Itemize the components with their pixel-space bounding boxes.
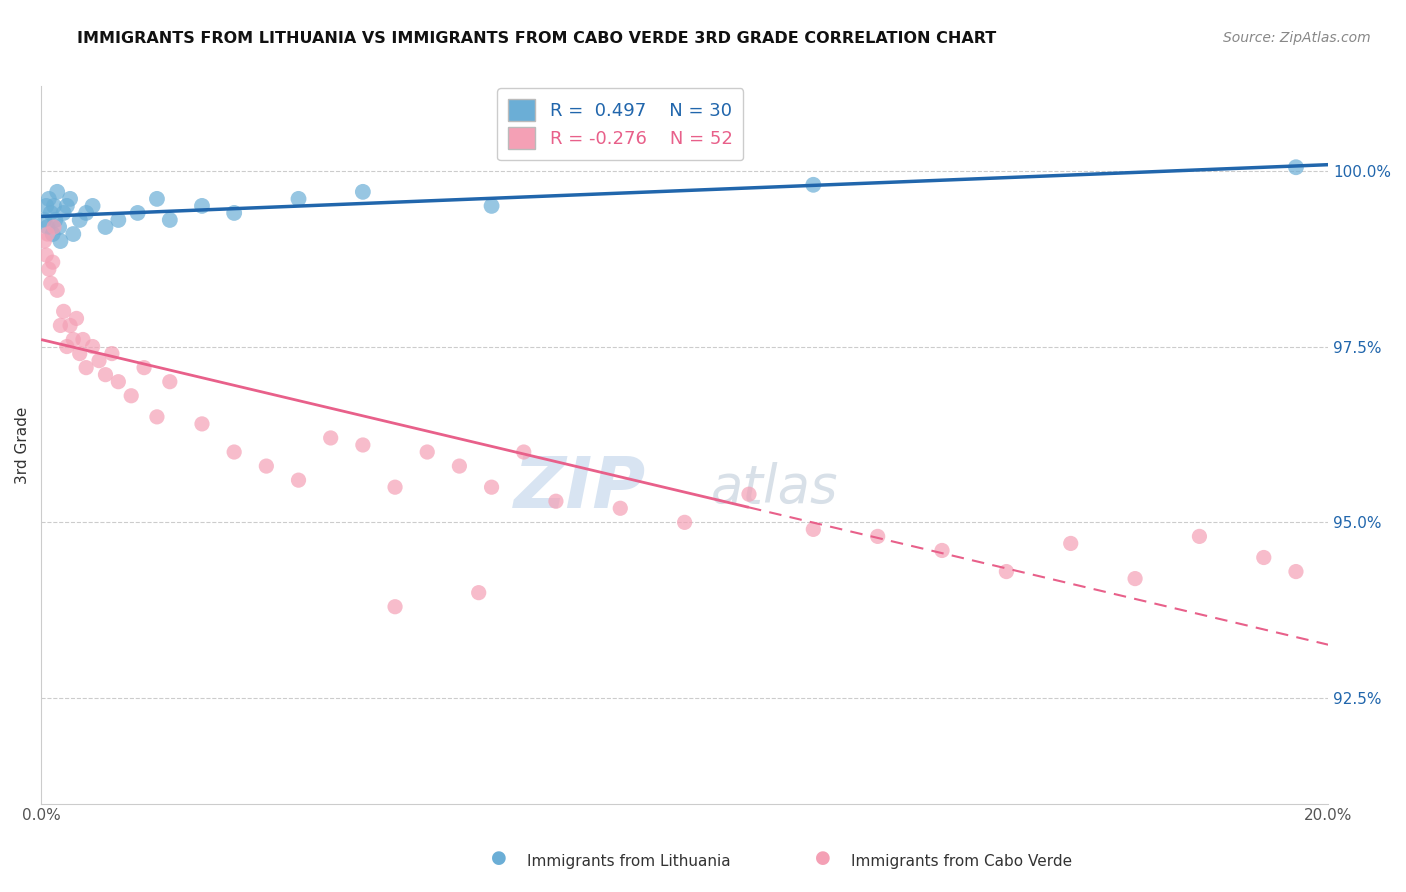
Point <box>94 368 117 382</box>
Point <box>224 445 246 459</box>
Point <box>75 206 97 220</box>
Point <box>49 234 72 248</box>
Point <box>146 192 169 206</box>
Point <box>120 389 142 403</box>
Point <box>159 213 181 227</box>
Point <box>39 277 62 291</box>
Point <box>82 199 104 213</box>
Point <box>35 199 58 213</box>
Point <box>146 409 169 424</box>
Point <box>127 206 149 220</box>
Text: ZIP: ZIP <box>513 453 645 523</box>
Point <box>46 283 69 297</box>
Point <box>1253 550 1275 565</box>
Point <box>191 417 214 431</box>
Point <box>107 375 129 389</box>
Point <box>1123 572 1146 586</box>
Point <box>481 199 503 213</box>
Point <box>449 459 471 474</box>
Point <box>319 431 342 445</box>
Point <box>287 192 309 206</box>
Point <box>254 459 277 474</box>
Point <box>384 599 406 614</box>
Point <box>56 340 79 354</box>
Point <box>481 480 503 494</box>
Point <box>41 255 63 269</box>
Legend: R =  0.497    N = 30, R = -0.276    N = 52: R = 0.497 N = 30, R = -0.276 N = 52 <box>498 88 744 161</box>
Point <box>46 185 69 199</box>
Point <box>352 438 374 452</box>
Point <box>44 213 66 227</box>
Point <box>52 304 75 318</box>
Point <box>34 234 56 248</box>
Point <box>37 219 59 234</box>
Point <box>35 248 58 262</box>
Point <box>39 206 62 220</box>
Point <box>37 227 59 241</box>
Point <box>673 516 696 530</box>
Point <box>738 487 761 501</box>
Point <box>159 375 181 389</box>
Point <box>101 346 124 360</box>
Point <box>59 192 82 206</box>
Point <box>62 333 84 347</box>
Point <box>52 206 75 220</box>
Point <box>191 199 214 213</box>
Point <box>62 227 84 241</box>
Point <box>82 340 104 354</box>
Text: Immigrants from Lithuania: Immigrants from Lithuania <box>527 854 731 869</box>
Point <box>384 480 406 494</box>
Point <box>94 219 117 234</box>
Text: Source: ZipAtlas.com: Source: ZipAtlas.com <box>1223 31 1371 45</box>
Point <box>801 522 824 536</box>
Point <box>48 219 70 234</box>
Point <box>38 262 60 277</box>
Point <box>38 192 60 206</box>
Point <box>866 529 889 543</box>
Point <box>42 219 65 234</box>
Text: atlas: atlas <box>710 462 838 514</box>
Point <box>65 311 87 326</box>
Point <box>87 353 110 368</box>
Point <box>1060 536 1083 550</box>
Point <box>352 185 374 199</box>
Point <box>34 213 56 227</box>
Point <box>416 445 439 459</box>
Text: IMMIGRANTS FROM LITHUANIA VS IMMIGRANTS FROM CABO VERDE 3RD GRADE CORRELATION CH: IMMIGRANTS FROM LITHUANIA VS IMMIGRANTS … <box>77 31 997 46</box>
Point <box>1188 529 1211 543</box>
Point <box>931 543 953 558</box>
Point <box>69 346 91 360</box>
Point <box>995 565 1018 579</box>
Point <box>467 585 489 599</box>
Point <box>132 360 155 375</box>
Point <box>42 199 65 213</box>
Text: ●: ● <box>814 849 831 867</box>
Point <box>72 333 94 347</box>
Point <box>107 213 129 227</box>
Text: Immigrants from Cabo Verde: Immigrants from Cabo Verde <box>851 854 1071 869</box>
Point <box>287 473 309 487</box>
Y-axis label: 3rd Grade: 3rd Grade <box>15 406 30 483</box>
Point <box>56 199 79 213</box>
Point <box>224 206 246 220</box>
Point <box>513 445 536 459</box>
Point <box>75 360 97 375</box>
Text: ●: ● <box>491 849 508 867</box>
Point <box>41 227 63 241</box>
Point <box>1285 160 1308 174</box>
Point <box>1285 565 1308 579</box>
Point <box>69 213 91 227</box>
Point <box>609 501 631 516</box>
Point <box>49 318 72 333</box>
Point <box>801 178 824 192</box>
Point <box>59 318 82 333</box>
Point <box>544 494 567 508</box>
